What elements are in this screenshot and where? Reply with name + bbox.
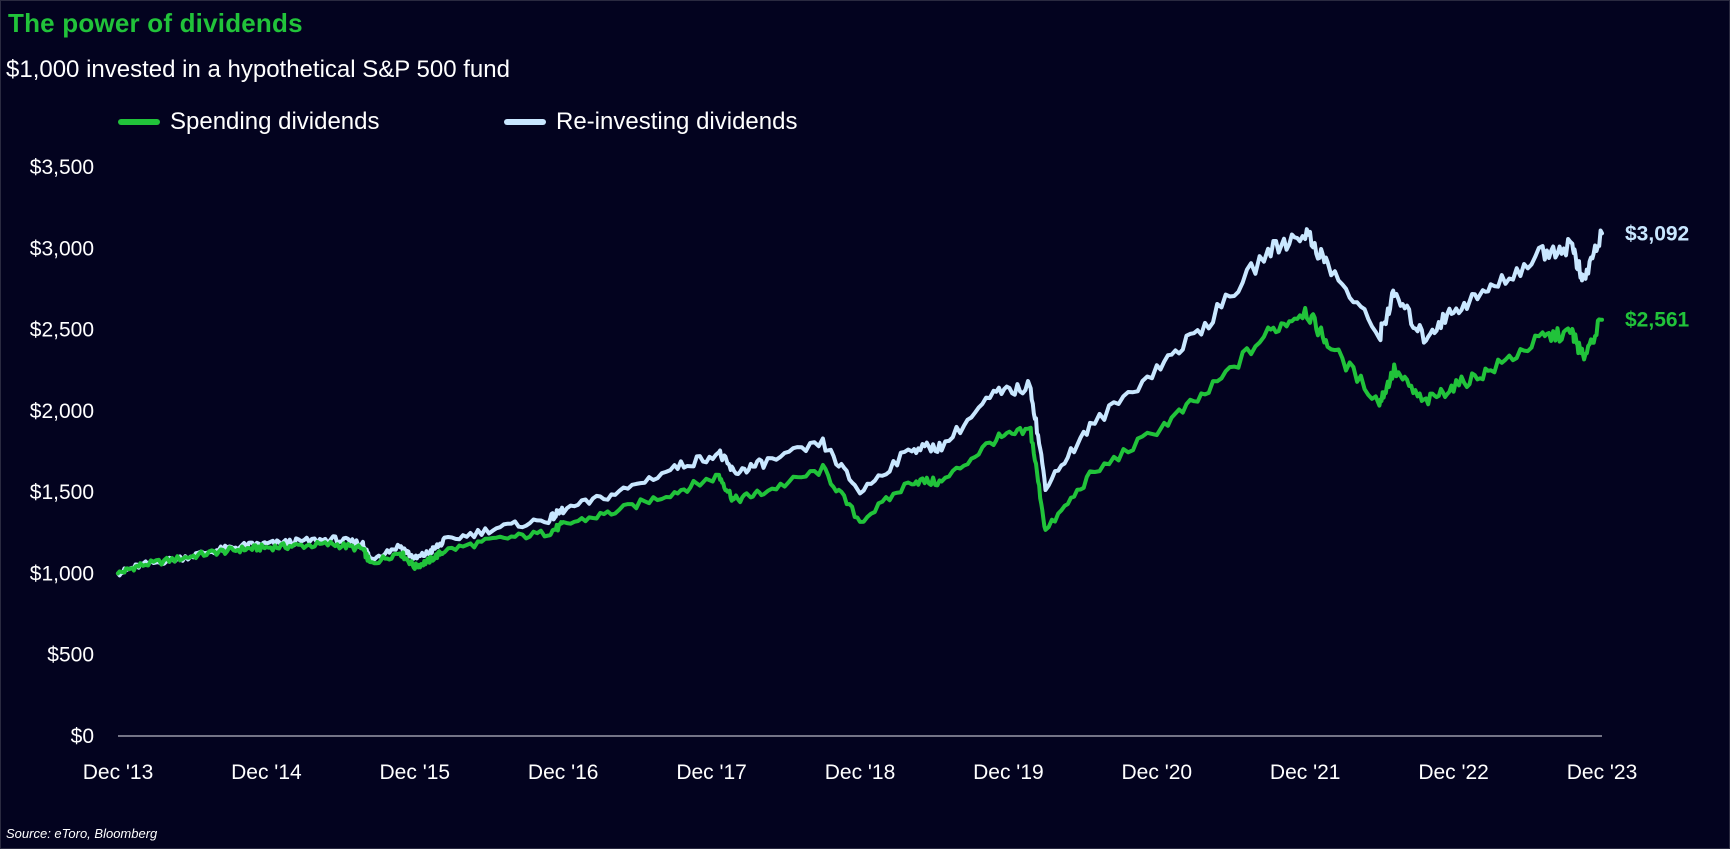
legend-label-reinvesting: Re-investing dividends [556, 108, 798, 135]
legend-label-spending: Spending dividends [170, 108, 380, 135]
legend-swatch-reinvesting [504, 119, 546, 125]
end-label-reinvesting: $3,092 [1625, 222, 1689, 245]
legend-item-spending: Spending dividends [118, 108, 380, 136]
x-tick-label: Dec '17 [676, 761, 747, 784]
x-tick-label: Dec '16 [528, 761, 599, 784]
y-tick-label: $2,500 [30, 319, 94, 342]
legend-swatch-spending [118, 119, 160, 125]
y-tick-label: $2,000 [30, 400, 94, 423]
y-tick-label: $500 [47, 644, 94, 667]
x-tick-label: Dec '18 [825, 761, 896, 784]
y-tick-label: $3,500 [30, 156, 94, 179]
x-tick-label: Dec '20 [1122, 761, 1193, 784]
y-tick-label: $3,000 [30, 237, 94, 260]
x-tick-label: Dec '22 [1418, 761, 1489, 784]
x-tick-label: Dec '21 [1270, 761, 1341, 784]
x-tick-label: Dec '23 [1567, 761, 1638, 784]
y-tick-label: $0 [71, 725, 94, 748]
y-tick-label: $1,500 [30, 481, 94, 504]
chart-title: The power of dividends [8, 8, 303, 38]
x-tick-label: Dec '13 [83, 761, 154, 784]
chart-subtitle: $1,000 invested in a hypothetical S&P 50… [6, 56, 510, 83]
series-line-spending [116, 306, 1604, 576]
end-label-spending: $2,561 [1625, 309, 1690, 332]
x-tick-label: Dec '19 [973, 761, 1044, 784]
y-tick-label: $1,000 [30, 562, 94, 585]
legend-item-reinvesting: Re-investing dividends [504, 108, 797, 136]
x-tick-label: Dec '15 [380, 761, 451, 784]
source-note: Source: eToro, Bloomberg [6, 826, 158, 841]
x-tick-label: Dec '14 [231, 761, 302, 784]
